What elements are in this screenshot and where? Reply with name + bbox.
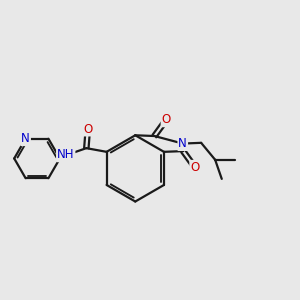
Text: N: N xyxy=(178,137,187,150)
Text: O: O xyxy=(190,161,200,174)
Text: N: N xyxy=(21,132,30,145)
Text: NH: NH xyxy=(57,148,74,161)
Text: O: O xyxy=(83,122,92,136)
Text: O: O xyxy=(162,113,171,126)
